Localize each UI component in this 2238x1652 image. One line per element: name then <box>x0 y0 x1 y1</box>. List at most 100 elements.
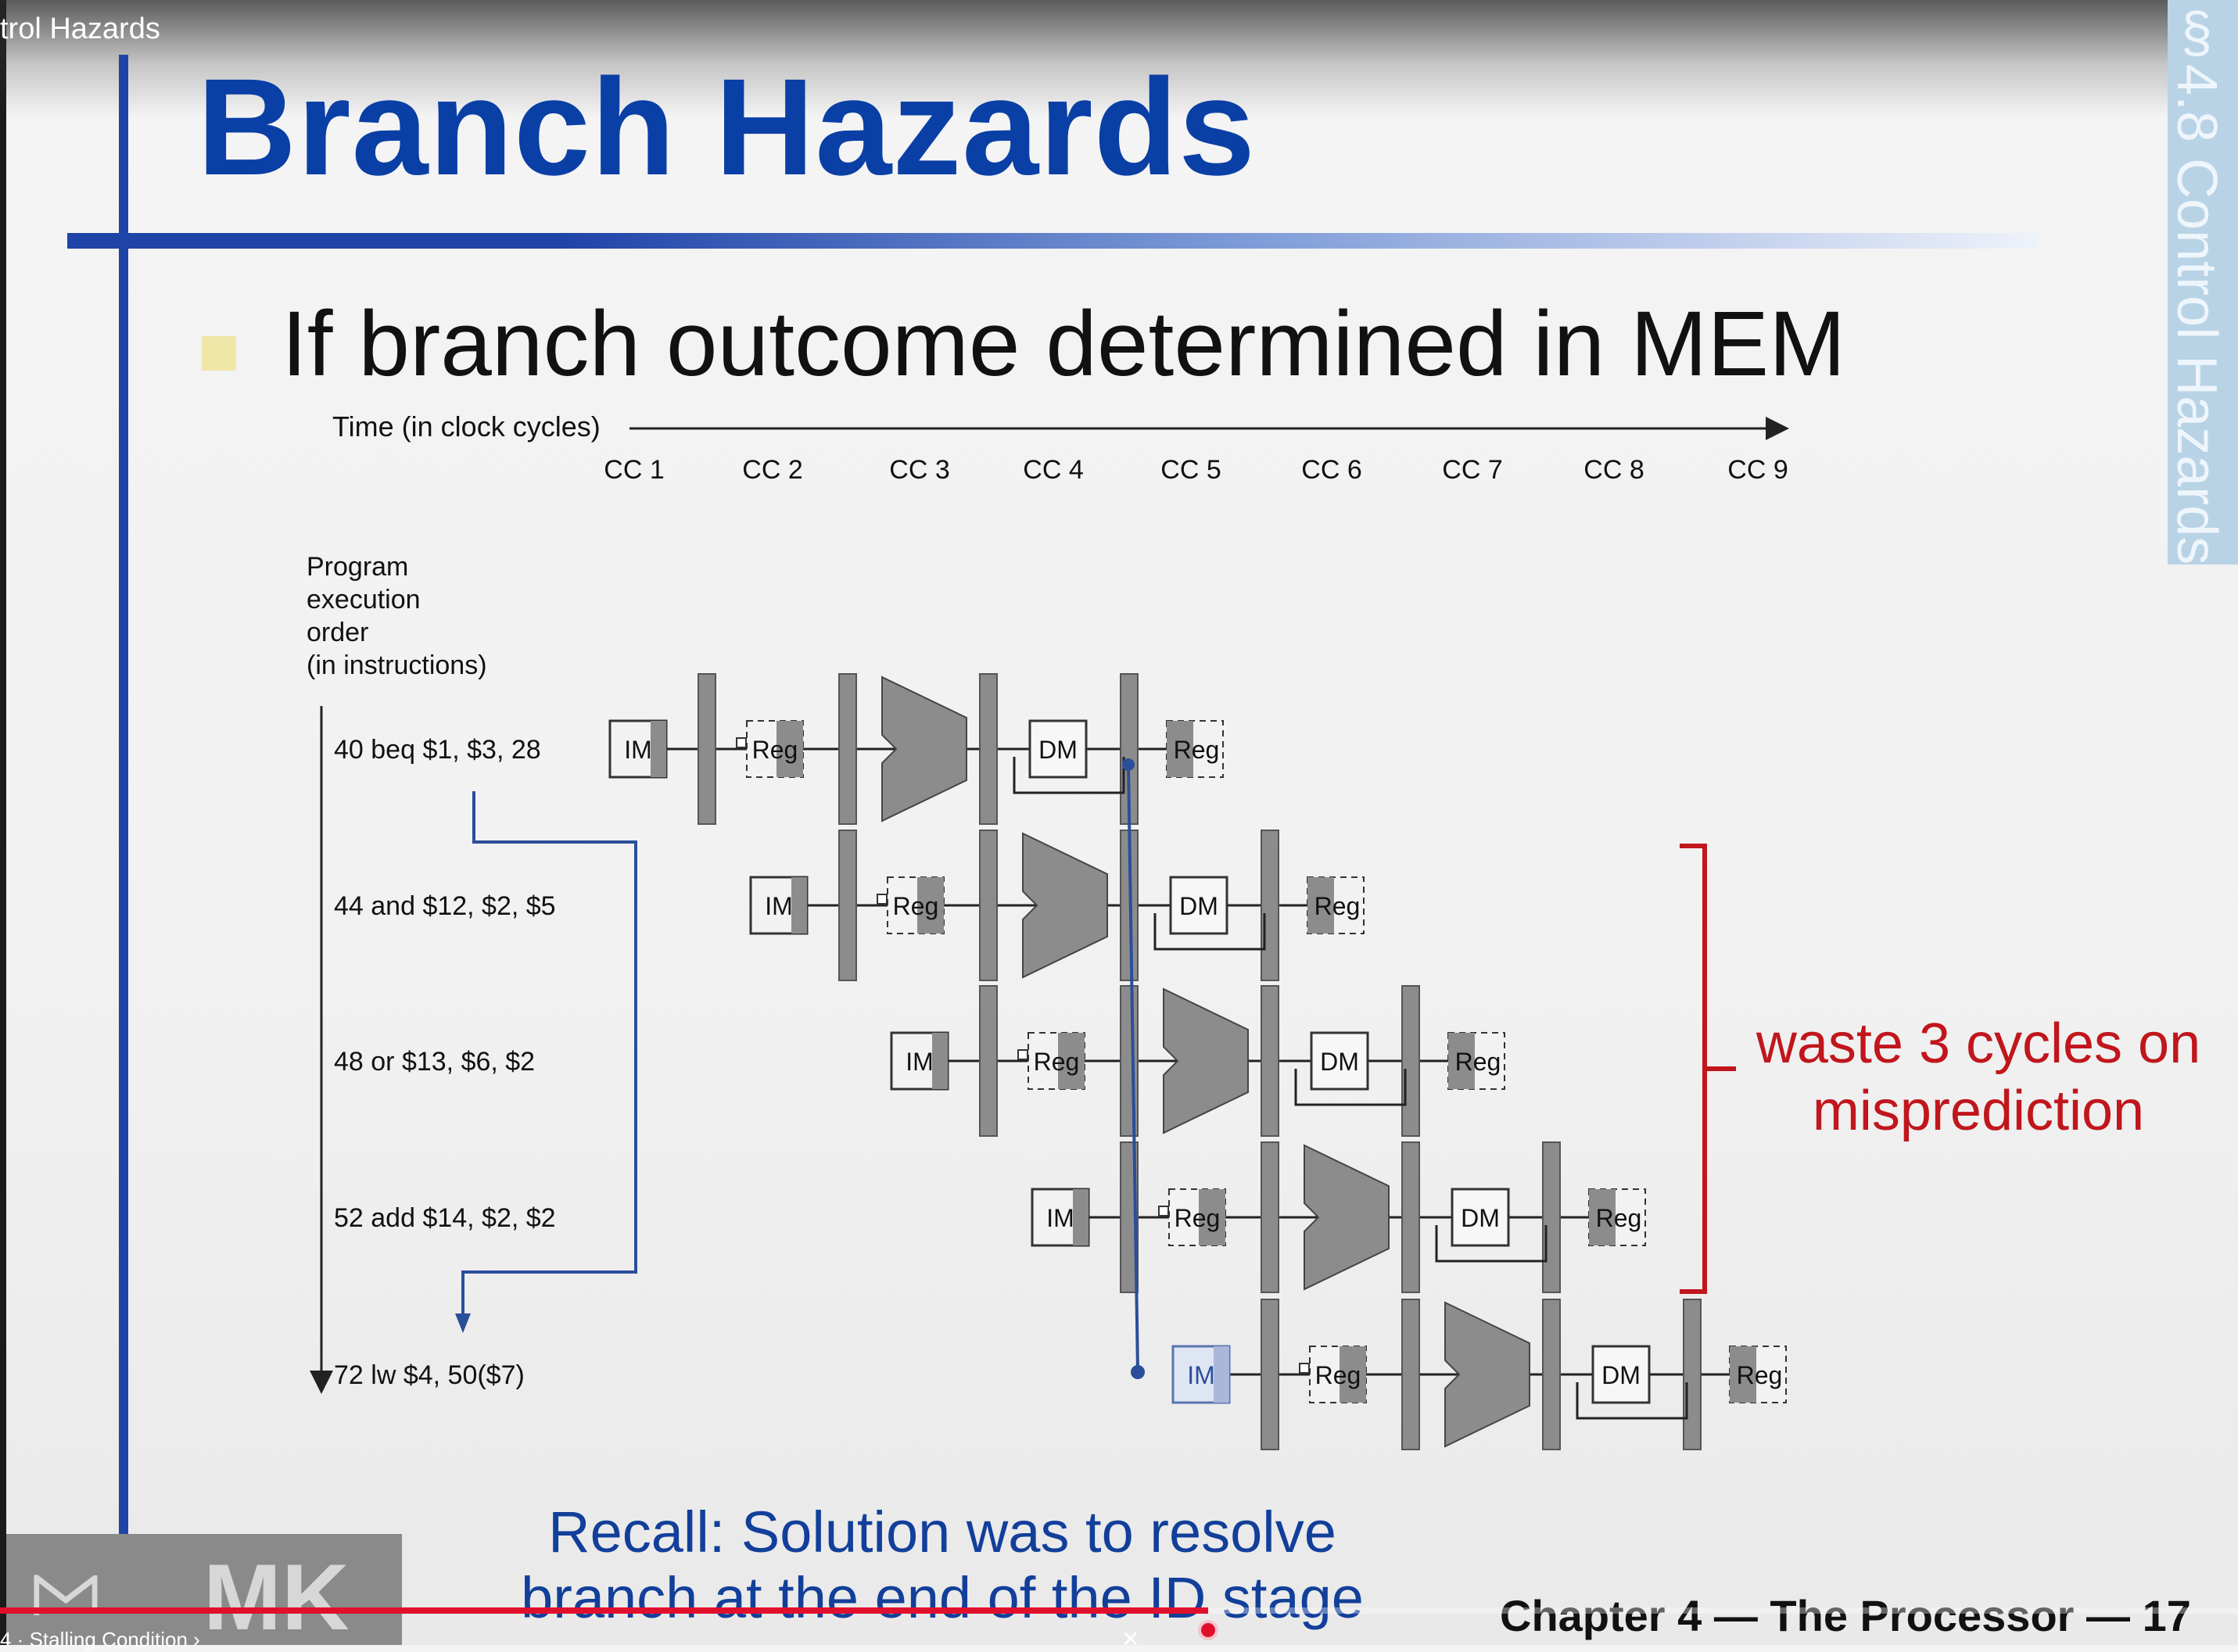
stage-dm <box>1169 876 1228 935</box>
reg-port <box>736 737 747 748</box>
pipeline-register <box>838 673 857 825</box>
reg-port <box>1017 1049 1028 1060</box>
stage-reg-read-shade <box>1058 1033 1085 1089</box>
dm-bypass-wire <box>1153 913 1266 951</box>
stage-alu-icon <box>881 675 967 822</box>
bullet-square-icon <box>202 336 236 371</box>
waste-callout-line1: waste 3 cycles on <box>1756 1012 2201 1075</box>
stage-im-label: IM <box>1187 1361 1215 1389</box>
title-vertical-rule <box>119 55 128 1587</box>
instruction-label: 48 or $13, $6, $2 <box>334 1047 535 1077</box>
program-order-line: execution <box>307 585 421 615</box>
pipeline-register <box>1401 1299 1420 1450</box>
stage-dm-label: DM <box>1179 892 1218 920</box>
instruction-label: 52 add $14, $2, $2 <box>334 1203 556 1233</box>
instruction-label: 40 beq $1, $3, 28 <box>334 735 541 765</box>
reg-port <box>1158 1206 1169 1217</box>
cycle-label: CC 9 <box>1727 455 1788 485</box>
pipeline-row: IM Reg DM Reg <box>1031 1141 1646 1293</box>
pipeline-row: IM Reg DM Reg <box>749 830 1365 981</box>
stage-alu-icon <box>1444 1301 1530 1448</box>
stage-reg-read-label: Reg <box>1315 1361 1361 1389</box>
program-order-line: Program <box>307 552 408 582</box>
time-axis-label: Time (in clock cycles) <box>332 410 601 443</box>
dm-bypass-wire <box>1576 1382 1688 1420</box>
publisher-logo-text: MK <box>203 1545 350 1650</box>
reg-port <box>877 894 888 905</box>
pipeline-register <box>979 830 998 981</box>
stage-im-shade <box>791 877 807 934</box>
stage-reg-write-label: Reg <box>1314 892 1361 920</box>
close-icon[interactable]: ✕ <box>1121 1627 1140 1651</box>
stage-im-shade <box>1214 1346 1229 1403</box>
stage-reg-write-label: Reg <box>1737 1361 1783 1389</box>
recall-note-line1: Recall: Solution was to resolve <box>548 1500 1336 1564</box>
cycle-label: CC 2 <box>742 455 802 485</box>
stage-reg-write-label: Reg <box>1174 736 1220 764</box>
instruction-label: 44 and $12, $2, $5 <box>334 891 556 921</box>
pipeline-register <box>1261 830 1279 981</box>
stage-im-shade <box>932 1033 948 1089</box>
stage-dm-label: DM <box>1601 1361 1641 1389</box>
stage-dm <box>1591 1345 1651 1404</box>
stage-dm-label: DM <box>1038 736 1078 764</box>
pipeline-register <box>1401 1141 1420 1293</box>
video-chapter-label[interactable]: 4 · Stalling Condition › <box>0 1628 200 1651</box>
stage-im-shade <box>651 721 666 777</box>
pipeline-register <box>1683 1299 1702 1450</box>
stage-reg-read-label: Reg <box>893 892 939 920</box>
video-title[interactable]: trol Hazards <box>0 13 160 45</box>
pipeline-row: IM Reg DM Reg <box>608 673 1224 825</box>
stage-reg-read-label: Reg <box>1175 1204 1221 1232</box>
slide-title: Branch Hazards <box>197 51 1257 204</box>
stage-dm-label: DM <box>1320 1048 1359 1076</box>
program-order-line: order <box>307 618 368 647</box>
mem-resolve-start-dot <box>1122 758 1135 771</box>
reg-port <box>1299 1363 1310 1374</box>
stage-reg-write-shade <box>1167 721 1193 777</box>
stage-reg-write-shade <box>1730 1346 1756 1403</box>
cycle-label: CC 6 <box>1301 455 1361 485</box>
video-top-overlay <box>0 0 2238 117</box>
pipeline-register <box>1401 985 1420 1137</box>
video-progress-bar[interactable] <box>0 1607 2238 1614</box>
stage-im-label: IM <box>624 736 652 764</box>
stage-im-label: IM <box>1046 1204 1074 1232</box>
title-horizontal-rule <box>67 233 2038 249</box>
cycle-label: CC 8 <box>1583 455 1644 485</box>
stage-im-label: IM <box>906 1048 934 1076</box>
dm-bypass-wire <box>1435 1225 1548 1263</box>
stage-reg-read-label: Reg <box>752 736 798 764</box>
video-progress-fill <box>0 1607 1209 1614</box>
pipeline-register <box>1542 1299 1561 1450</box>
cycle-label: CC 5 <box>1160 455 1221 485</box>
stage-reg-write-shade <box>1448 1033 1475 1089</box>
pipeline-row: IM Reg DM Reg <box>1171 1299 1787 1450</box>
pipeline-register <box>1542 1141 1561 1293</box>
recall-note: Recall: Solution was to resolve branch a… <box>500 1500 1384 1631</box>
stage-im-shade <box>1073 1189 1089 1245</box>
section-side-tab <box>2168 0 2238 564</box>
pipeline-rows: IM Reg DM Reg IM Reg DM Reg IM Reg DM Reg IM Reg DM Reg… <box>608 673 1787 1450</box>
cycle-label: CC 3 <box>889 455 949 485</box>
program-order-line: (in instructions) <box>307 650 487 680</box>
waste-callout-line2: misprediction <box>1812 1080 2145 1142</box>
slide-footer: Chapter 4 — The Processor — 17 <box>1500 1591 2191 1640</box>
pipeline-row: IM Reg DM Reg <box>890 985 1505 1137</box>
stage-reg-write-shade <box>1589 1189 1616 1245</box>
pipeline-register <box>1261 1141 1279 1293</box>
waste-callout: waste 3 cycles on misprediction <box>1720 1010 2236 1145</box>
mem-resolve-line <box>1127 764 1139 1373</box>
cycle-label: CC 7 <box>1442 455 1502 485</box>
stage-alu-icon <box>1022 832 1108 979</box>
cycle-label: CC 4 <box>1023 455 1083 485</box>
instruction-labels: 40 beq $1, $3, 28 44 and $12, $2, $5 48 or… <box>334 735 556 1390</box>
video-progress-scrubber[interactable] <box>1198 1620 1219 1640</box>
dm-bypass-wire <box>1013 757 1125 794</box>
pipeline-register <box>838 830 857 981</box>
stage-dm <box>1028 719 1088 779</box>
stage-alu-icon <box>1304 1144 1390 1291</box>
video-left-edge <box>0 0 6 1645</box>
recall-note-line2: branch at the end of the ID stage <box>521 1565 1364 1630</box>
